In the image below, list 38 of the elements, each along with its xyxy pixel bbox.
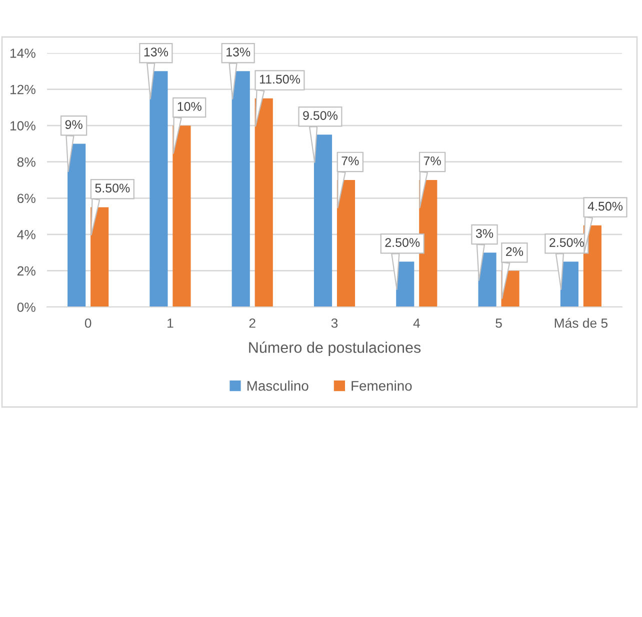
- data-label: 2%: [506, 247, 524, 256]
- data-label: 7%: [424, 156, 441, 166]
- bar: [314, 134, 332, 307]
- legend-label: Femenino: [352, 380, 412, 391]
- bar: [336, 180, 356, 307]
- data-label: 2.50%: [550, 238, 584, 247]
- data-label: 13%: [226, 48, 250, 56]
- data-label: 10%: [178, 102, 202, 111]
- data-label: 7%: [342, 156, 359, 166]
- data-label: 2.50%: [385, 238, 420, 247]
- bar: [150, 71, 168, 307]
- bar: [232, 71, 250, 307]
- data-label: 4.50%: [588, 202, 623, 211]
- data-label: 3%: [476, 229, 494, 238]
- x-tick-label: 4: [413, 318, 420, 328]
- y-tick-label: 14%: [10, 48, 36, 58]
- bar: [419, 180, 438, 307]
- x-tick-label: 0: [84, 318, 92, 328]
- x-tick-label: 2: [249, 318, 256, 328]
- y-tick-label: 2%: [17, 266, 36, 276]
- x-tick-label: 5: [496, 318, 502, 328]
- legend-label: Masculino: [248, 380, 308, 391]
- y-tick-label: 8%: [17, 157, 36, 167]
- y-tick-label: 10%: [10, 121, 36, 130]
- y-tick-label: 4%: [17, 230, 36, 240]
- x-tick-label: 1: [168, 318, 174, 328]
- data-label: 9.50%: [303, 111, 338, 120]
- y-tick-label: 0%: [17, 302, 36, 312]
- x-tick-label: Más de 5: [554, 318, 608, 328]
- x-tick-label: 3: [331, 318, 338, 328]
- y-tick-label: 12%: [10, 84, 36, 94]
- data-label: 11.50%: [260, 74, 300, 84]
- y-tick-label: 6%: [17, 194, 36, 204]
- data-label: 9%: [65, 120, 82, 130]
- x-axis-title: Número de postulaciones: [249, 342, 421, 356]
- data-label: 5.50%: [95, 184, 130, 193]
- data-label: 13%: [144, 48, 168, 56]
- bar: [68, 144, 86, 307]
